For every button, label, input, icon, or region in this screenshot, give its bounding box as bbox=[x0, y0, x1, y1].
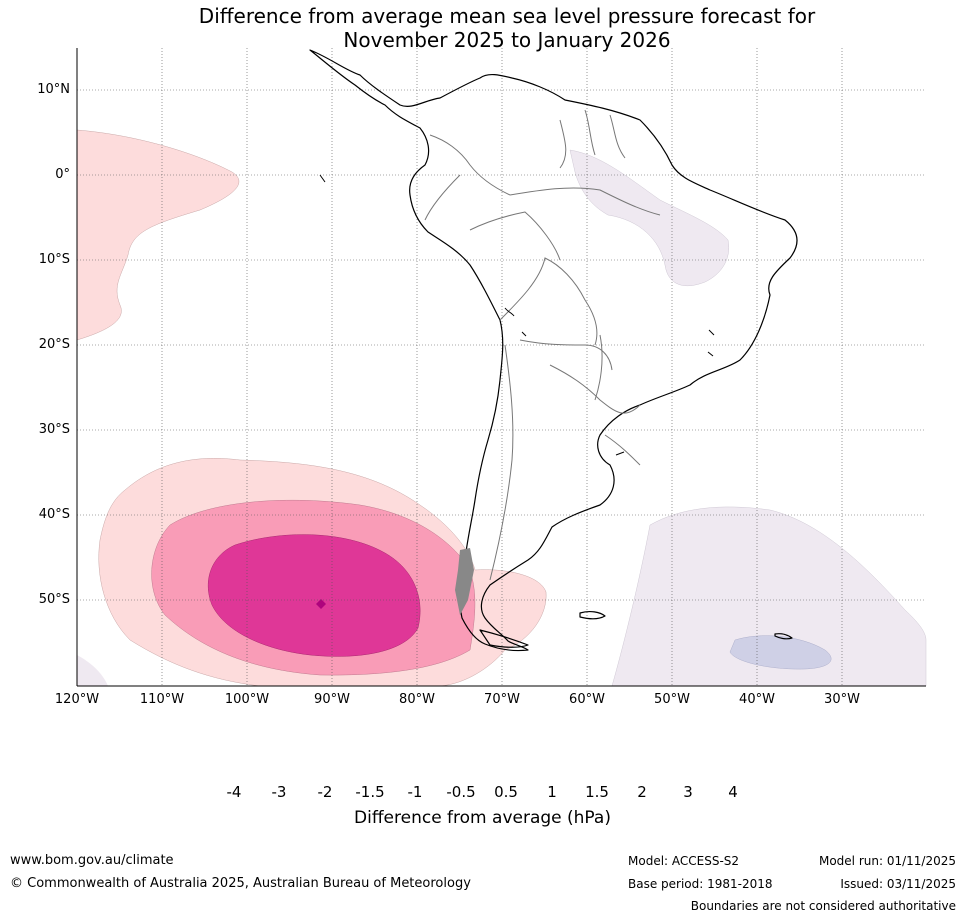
south-america-coastline bbox=[309, 49, 798, 652]
colorbar-tick: 0.5 bbox=[494, 783, 518, 801]
lon-label-110w: 110°W bbox=[139, 692, 185, 707]
country-borders bbox=[424, 109, 661, 581]
anomaly-positive-1.5-2 bbox=[207, 534, 421, 657]
graticule bbox=[77, 48, 926, 686]
anomaly-contours bbox=[76, 129, 927, 687]
colorbar-tick: -4 bbox=[226, 783, 242, 801]
lon-label-80w: 80°W bbox=[399, 692, 435, 707]
lakes-and-islands bbox=[319, 174, 715, 456]
colorbar-tick: 3 bbox=[683, 783, 693, 801]
boundary-disclaimer: Boundaries are not considered authoritat… bbox=[690, 899, 956, 913]
lon-label-30w: 30°W bbox=[824, 692, 860, 707]
lon-label-90w: 90°W bbox=[314, 692, 350, 707]
patagonia-fjords bbox=[455, 548, 474, 615]
lon-label-60w: 60°W bbox=[569, 692, 605, 707]
base-period: Base period: 1981-2018 bbox=[628, 877, 773, 891]
colorbar-tick: -3 bbox=[271, 783, 287, 801]
colorbar-tick: 1 bbox=[547, 783, 557, 801]
tierra-del-fuego-coastline bbox=[479, 629, 529, 648]
coastlines bbox=[309, 49, 798, 652]
forecast-map bbox=[76, 48, 927, 687]
south-georgia bbox=[774, 633, 793, 640]
colorbar-tick: -2 bbox=[317, 783, 333, 801]
map-axes bbox=[76, 48, 926, 687]
lon-label-120w: 120°W bbox=[54, 692, 100, 707]
lat-label-10s: 10°S bbox=[38, 252, 70, 267]
colorbar-tick: 2 bbox=[637, 783, 647, 801]
colorbar-tick: 1.5 bbox=[585, 783, 609, 801]
lat-label-10n: 10°N bbox=[37, 82, 70, 97]
lon-label-40w: 40°W bbox=[739, 692, 775, 707]
anomaly-negative-0.5-1-southeast bbox=[611, 506, 927, 687]
colorbar-tick: -1.5 bbox=[355, 783, 385, 801]
lat-label-0: 0° bbox=[55, 167, 70, 182]
anomaly-negative-1-1.5 bbox=[729, 635, 832, 670]
colorbar-tick: -0.5 bbox=[446, 783, 476, 801]
anomaly-negative-0.5-1-southwest bbox=[77, 655, 108, 686]
colorbar-tick: -1 bbox=[407, 783, 423, 801]
website-link[interactable]: www.bom.gov.au/climate bbox=[10, 853, 174, 868]
lat-label-50s: 50°S bbox=[38, 592, 70, 607]
title-line-1: Difference from average mean sea level p… bbox=[198, 4, 816, 28]
lat-label-30s: 30°S bbox=[38, 422, 70, 437]
colorbar-tick: 4 bbox=[728, 783, 738, 801]
falkland-islands bbox=[579, 610, 606, 620]
anomaly-positive-2-3 bbox=[316, 599, 326, 609]
lon-label-50w: 50°W bbox=[654, 692, 690, 707]
lon-label-100w: 100°W bbox=[224, 692, 270, 707]
title-line-2: November 2025 to January 2026 bbox=[343, 28, 671, 52]
anomaly-positive-0.5-1-west bbox=[76, 129, 240, 341]
lat-label-20s: 20°S bbox=[38, 337, 70, 352]
anomaly-negative-0.5-1-north bbox=[569, 149, 730, 286]
lat-label-40s: 40°S bbox=[38, 507, 70, 522]
model-run-date: Model run: 01/11/2025 bbox=[818, 854, 956, 868]
model-name: Model: ACCESS-S2 bbox=[628, 854, 740, 868]
copyright-notice: © Commonwealth of Australia 2025, Austra… bbox=[10, 876, 471, 891]
lon-label-70w: 70°W bbox=[484, 692, 520, 707]
colorbar-title: Difference from average (hPa) bbox=[354, 808, 611, 828]
issued-date: Issued: 03/11/2025 bbox=[840, 877, 956, 891]
map-title: Difference from average mean sea level p… bbox=[0, 4, 965, 52]
